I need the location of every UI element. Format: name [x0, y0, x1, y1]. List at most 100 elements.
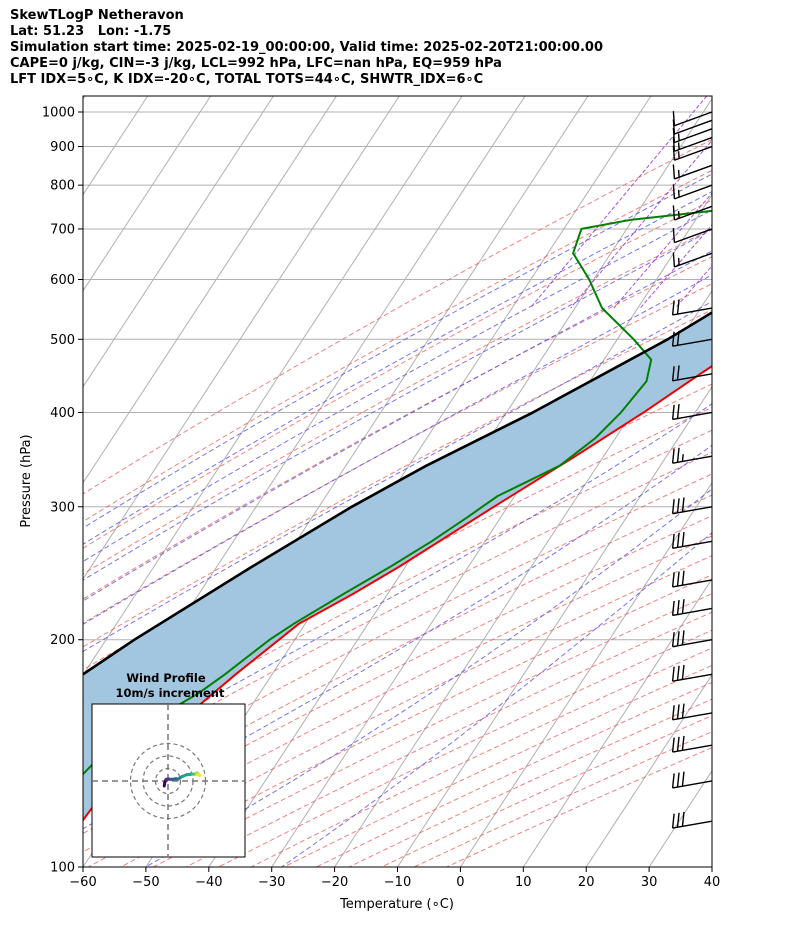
isotherm-line [83, 96, 86, 100]
wind-barb-staff [672, 506, 713, 515]
axis-ticks-layer: −60 −50 −40 −30 −20 −10 0 10 20 30 40 100 200 300 400 5… [42, 105, 720, 890]
wind-barb-half-flag [677, 151, 680, 159]
wind-barb-flag [676, 736, 680, 752]
wind-barb-flag [671, 572, 675, 587]
wind-barb-flag [676, 365, 680, 380]
isotherm-line [83, 96, 400, 580]
wind-barb-flag [681, 811, 685, 827]
wind-barb-flag [681, 735, 685, 751]
hodograph-subtitle: 10m/s increment [116, 686, 225, 700]
isotherm-line [775, 96, 794, 867]
moist-adiabat [83, 173, 712, 529]
cape-fill-layer [83, 312, 712, 821]
moist-adiabat [83, 300, 712, 653]
hodograph-title: Wind Profile [126, 671, 206, 685]
wind-barb [671, 771, 713, 789]
wind-barb-flag [671, 773, 675, 788]
wind-barb-flag [676, 299, 680, 315]
wind-barb-staff [672, 579, 713, 588]
wind-barb [671, 703, 713, 721]
wind-barb-flag [681, 771, 685, 787]
wind-barb [672, 145, 713, 161]
mixing-ratio-line [613, 192, 712, 309]
wind-barb-flag [672, 184, 676, 199]
dry-adiabat [316, 681, 712, 867]
wind-barb-staff [674, 119, 713, 135]
wind-barb-flag [676, 330, 680, 346]
wind-barb [672, 119, 713, 135]
wind-barbs-layer [671, 111, 713, 829]
indices-line-1: CAPE=0 j/kg, CIN=-3 j/kg, LCL=992 hPa, L… [10, 56, 502, 71]
wind-barb-flag [671, 448, 675, 464]
x-tick-label: 30 [641, 875, 658, 890]
wind-barb [671, 664, 713, 682]
location-line: Lat: 51.23 Lon: -1.75 [10, 24, 172, 39]
isotherm-line [522, 577, 712, 867]
wind-barb-staff [672, 780, 713, 789]
wind-barb [671, 630, 713, 648]
isotherm-line [397, 385, 712, 867]
wind-barb-flag [671, 632, 675, 647]
x-tick-label: 40 [704, 875, 721, 890]
wind-barb [672, 205, 713, 221]
wind-barb-flag [671, 600, 675, 616]
chart-header: SkewTLogP Netheravon Lat: 51.23 Lon: -1.… [10, 8, 603, 88]
wind-barb-staff [672, 411, 713, 421]
wind-barb-staff [672, 607, 713, 617]
wind-barb-staff [672, 820, 713, 829]
hodograph-trace-segment [195, 773, 202, 777]
wind-barb-flag [671, 813, 675, 829]
wind-barb-flag [671, 300, 675, 316]
y-tick-label: 700 [50, 222, 75, 237]
isotherm-line [83, 96, 463, 676]
dry-adiabat [83, 169, 712, 523]
moist-adiabat [281, 532, 712, 867]
wind-barb-half-flag [677, 210, 680, 219]
wind-barb-flag [671, 331, 675, 347]
x-tick-label: −20 [321, 875, 348, 890]
wind-barb-flag [672, 205, 676, 221]
dry-adiabat [83, 228, 712, 575]
wind-barb [671, 531, 713, 549]
wind-barb-half-flag [677, 169, 680, 178]
wind-barb-flag [681, 630, 685, 646]
isotherm-line [648, 770, 712, 867]
wind-barb [671, 811, 713, 829]
chart-title: SkewTLogP Netheravon [10, 8, 184, 23]
wind-barb-flag [676, 532, 680, 548]
x-tick-label: −50 [132, 875, 159, 890]
wind-barb-half-flag [677, 142, 680, 150]
wind-barb [672, 164, 713, 180]
isotherm-line [585, 674, 712, 867]
wind-barb [671, 330, 713, 347]
x-tick-label: −30 [258, 875, 285, 890]
wind-barb [671, 447, 713, 464]
wind-barb-flag [672, 228, 676, 243]
dry-adiabat [83, 199, 712, 549]
wind-barb-half-flag [681, 454, 684, 462]
wind-barb [671, 365, 713, 382]
parcel-line [83, 310, 712, 676]
wind-barb-staff [672, 673, 713, 682]
wind-barb [672, 111, 713, 127]
wind-barb-staff [674, 145, 713, 161]
dry-adiabat [83, 494, 712, 816]
wind-barb-staff [672, 455, 713, 464]
wind-barb-flag [671, 404, 675, 420]
wind-barb-flag [676, 631, 680, 646]
wind-barb-staff [674, 136, 713, 152]
mixing-ratio-line [640, 224, 712, 309]
wind-barb [671, 735, 713, 753]
x-tick-label: −60 [69, 875, 96, 890]
wind-barb-flag [676, 447, 680, 463]
wind-barb-staff [674, 184, 713, 200]
wind-barb-staff [672, 639, 713, 648]
moist-adiabat [83, 209, 712, 563]
wind-barb-flag [671, 705, 675, 720]
wind-barb [672, 228, 713, 244]
dry-adiabat [83, 473, 712, 797]
wind-barb-flag [676, 704, 680, 720]
y-tick-label: 1000 [42, 105, 75, 120]
wind-barb [671, 497, 713, 515]
wind-barb-flag [671, 499, 675, 514]
